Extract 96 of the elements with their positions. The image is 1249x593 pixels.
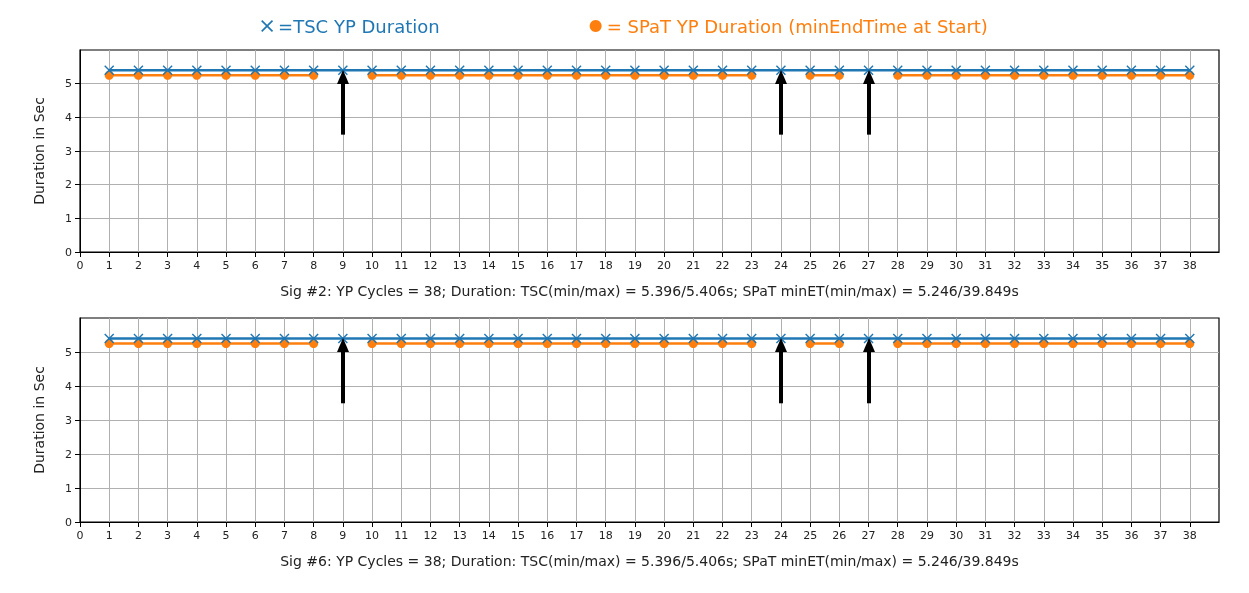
x-tick-label: 15 — [511, 529, 526, 542]
x-tick-label: 4 — [193, 529, 201, 542]
x-tick-label: 27 — [861, 259, 876, 272]
x-tick-label: 13 — [452, 529, 467, 542]
x-tick-label: 10 — [365, 529, 380, 542]
x-tick-label: 32 — [1007, 259, 1022, 272]
x-tick-label: 9 — [339, 259, 347, 272]
x-tick-label: 35 — [1095, 529, 1110, 542]
x-tick-label: 11 — [394, 259, 409, 272]
x-tick-label: 24 — [773, 529, 788, 542]
y-tick-label: 0 — [65, 515, 72, 529]
x-tick-label: 6 — [251, 529, 259, 542]
x-tick-label: 34 — [1065, 529, 1080, 542]
x-tick-label: 27 — [861, 529, 876, 542]
x-tick-label: 6 — [251, 259, 259, 272]
x-tick-label: 2 — [134, 259, 142, 272]
x-tick-label: 35 — [1095, 259, 1110, 272]
x-tick-label: 29 — [919, 259, 934, 272]
x-tick-label: 16 — [540, 529, 555, 542]
x-tick-label: 29 — [919, 529, 934, 542]
x-tick-label: 37 — [1153, 259, 1168, 272]
x-tick-label: 38 — [1182, 529, 1197, 542]
x-tick-label: 8 — [310, 529, 318, 542]
x-tick-label: 4 — [193, 259, 201, 272]
x-tick-label: 1 — [105, 259, 113, 272]
x-tick-label: 3 — [164, 529, 172, 542]
y-tick-label: 4 — [65, 110, 72, 124]
x-tick-label: 13 — [452, 259, 467, 272]
x-tick-label: 34 — [1065, 259, 1080, 272]
x-tick-label: 14 — [481, 259, 496, 272]
x-tick-label: 17 — [569, 259, 584, 272]
x-tick-label: 0 — [76, 529, 84, 542]
x-axis-title: Sig #6: YP Cycles = 38; Duration: TSC(min/max) = 5.396/5.406s; SPaT minET(min/max) = 5.246/39.849s — [280, 553, 1019, 569]
x-tick-label: 32 — [1007, 529, 1022, 542]
x-tick-label: 36 — [1124, 259, 1139, 272]
x-tick-label: 15 — [511, 259, 526, 272]
x-tick-label: 1 — [105, 529, 113, 542]
y-axis-title: Duration in Sec — [31, 97, 47, 205]
y-tick-label: 2 — [65, 447, 72, 461]
y-tick-label: 3 — [65, 413, 72, 427]
x-axis-title: Sig #2: YP Cycles = 38; Duration: TSC(min/max) = 5.396/5.406s; SPaT minET(min/max) = 5.246/39.849s — [280, 283, 1019, 299]
x-tick-label: 23 — [744, 259, 759, 272]
x-tick-label: 3 — [164, 259, 172, 272]
x-tick-label: 5 — [222, 529, 230, 542]
x-tick-label: 7 — [280, 259, 288, 272]
x-tick-label: 10 — [365, 259, 380, 272]
x-tick-label: 18 — [598, 259, 613, 272]
x-tick-label: 21 — [686, 529, 701, 542]
x-tick-label: 22 — [715, 529, 730, 542]
x-tick-label: 11 — [394, 529, 409, 542]
x-tick-label: 8 — [310, 259, 318, 272]
y-tick-label: 0 — [65, 245, 72, 259]
x-tick-label: 28 — [890, 529, 905, 542]
y-tick-label: 4 — [65, 379, 72, 393]
legend-label: = SPaT YP Duration (minEndTime at Start) — [606, 15, 988, 37]
x-tick-label: 26 — [832, 529, 847, 542]
x-tick-label: 33 — [1036, 259, 1051, 272]
y-tick-label: 1 — [65, 481, 72, 495]
x-tick-label: 23 — [744, 529, 759, 542]
y-axis-title: Duration in Sec — [31, 366, 47, 474]
x-tick-label: 26 — [832, 259, 847, 272]
legend-label: =TSC YP Duration — [278, 15, 440, 37]
x-tick-label: 31 — [978, 259, 993, 272]
x-tick-label: 21 — [686, 259, 701, 272]
x-tick-label: 5 — [222, 259, 230, 272]
y-tick-label: 5 — [65, 77, 72, 91]
x-tick-label: 25 — [803, 259, 818, 272]
x-tick-label: 31 — [978, 529, 993, 542]
x-tick-label: 18 — [598, 529, 613, 542]
x-tick-label: 36 — [1124, 529, 1139, 542]
x-tick-label: 12 — [423, 259, 438, 272]
x-tick-label: 14 — [481, 529, 496, 542]
y-tick-label: 3 — [65, 144, 72, 158]
x-tick-label: 0 — [76, 259, 84, 272]
x-tick-label: 33 — [1036, 529, 1051, 542]
x-tick-label: 28 — [890, 259, 905, 272]
x-tick-label: 7 — [280, 529, 288, 542]
x-tick-label: 19 — [627, 259, 642, 272]
x-tick-label: 17 — [569, 529, 584, 542]
x-tick-label: 30 — [949, 259, 964, 272]
x-tick-label: 12 — [423, 529, 438, 542]
y-tick-label: 2 — [65, 178, 72, 192]
x-tick-label: 22 — [715, 259, 730, 272]
x-tick-label: 20 — [657, 259, 672, 272]
x-tick-label: 24 — [773, 259, 788, 272]
x-tick-label: 2 — [134, 529, 142, 542]
x-tick-label: 30 — [949, 529, 964, 542]
y-tick-label: 5 — [65, 345, 72, 359]
x-tick-label: 9 — [339, 529, 347, 542]
x-tick-label: 19 — [627, 529, 642, 542]
x-tick-label: 25 — [803, 529, 818, 542]
x-tick-label: 20 — [657, 529, 672, 542]
x-tick-label: 37 — [1153, 529, 1168, 542]
x-tick-label: 16 — [540, 259, 555, 272]
x-tick-label: 38 — [1182, 259, 1197, 272]
y-tick-label: 1 — [65, 211, 72, 225]
